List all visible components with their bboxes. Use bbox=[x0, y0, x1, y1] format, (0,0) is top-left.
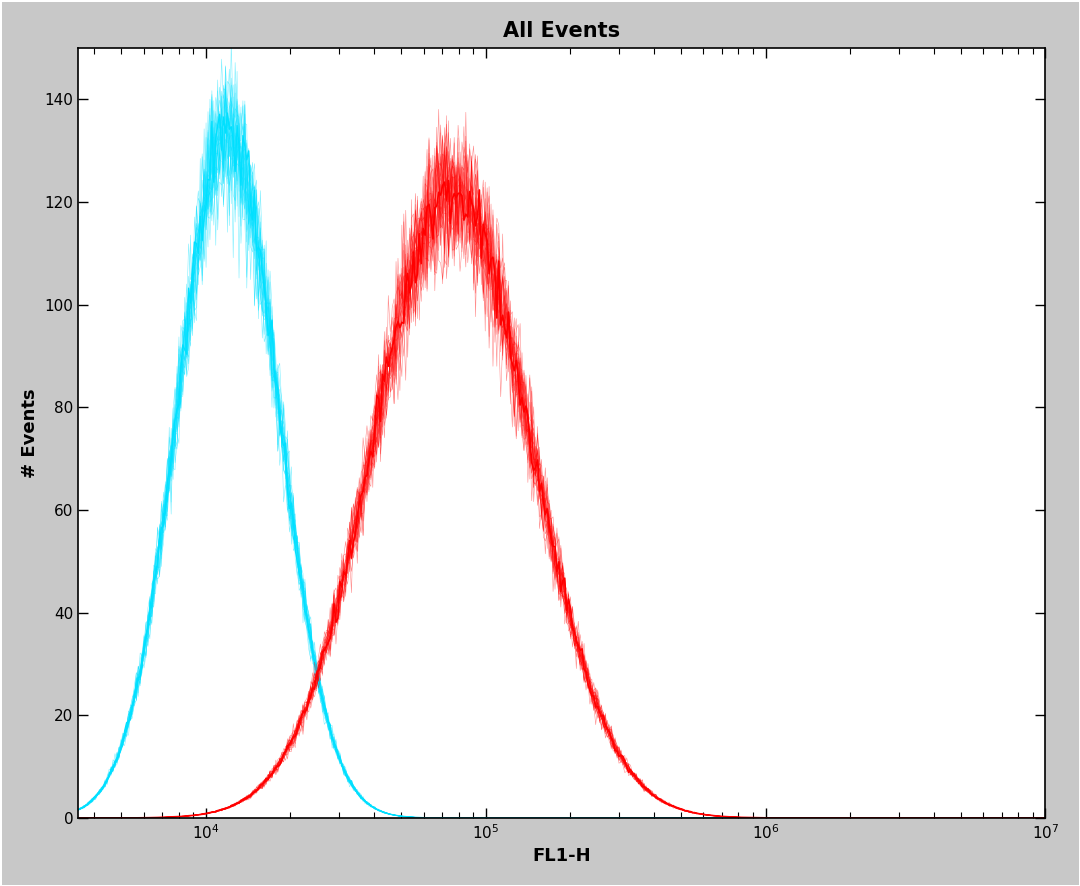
Y-axis label: # Events: # Events bbox=[21, 388, 39, 478]
Title: All Events: All Events bbox=[503, 21, 620, 41]
X-axis label: FL1-H: FL1-H bbox=[532, 847, 591, 865]
